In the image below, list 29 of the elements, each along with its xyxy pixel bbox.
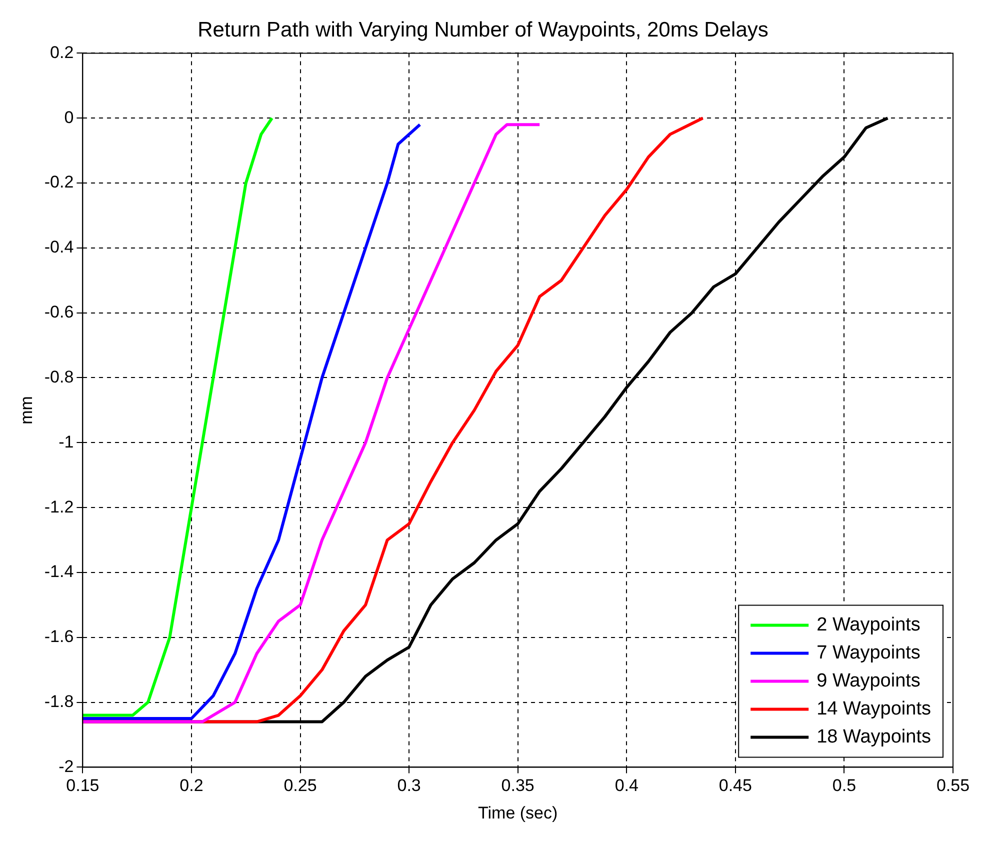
x-tick-label: 0.4	[614, 776, 638, 796]
x-tick-label: 0.55	[936, 776, 970, 796]
legend-label: 7 Waypoints	[816, 642, 920, 664]
y-tick-label: -1.6	[44, 627, 74, 646]
y-tick-label: -1	[58, 432, 74, 452]
legend-label: 14 Waypoints	[816, 698, 932, 720]
y-tick-label: -1.2	[44, 497, 74, 516]
y-tick-label: -0.2	[44, 172, 74, 192]
legend-label: 2 Waypoints	[816, 614, 920, 636]
x-axis-title: Time (sec)	[478, 803, 558, 822]
y-axis-title: mm	[16, 396, 36, 424]
x-tick-label: 0.5	[832, 776, 856, 796]
chart-title: Return Path with Varying Number of Waypoints, 20ms Delays	[198, 18, 768, 42]
y-tick-label: -0.6	[44, 302, 74, 322]
y-tick-label: -1.4	[44, 562, 74, 582]
x-tick-label: 0.3	[397, 776, 421, 796]
y-tick-label: -0.8	[44, 367, 74, 386]
x-tick-label: 0.15	[66, 776, 100, 796]
y-tick-label: -0.4	[44, 238, 74, 257]
y-tick-label: -2	[58, 756, 74, 776]
x-tick-label: 0.2	[180, 776, 204, 796]
x-tick-label: 0.45	[718, 776, 752, 796]
y-tick-label: -1.8	[44, 692, 74, 711]
legend-label: 9 Waypoints	[816, 670, 920, 692]
x-tick-label: 0.25	[284, 776, 317, 796]
y-tick-label: 0.2	[50, 42, 74, 62]
x-tick-label: 0.35	[501, 776, 534, 796]
legend-label: 18 Waypoints	[816, 726, 932, 748]
y-tick-label: 0	[64, 108, 74, 127]
